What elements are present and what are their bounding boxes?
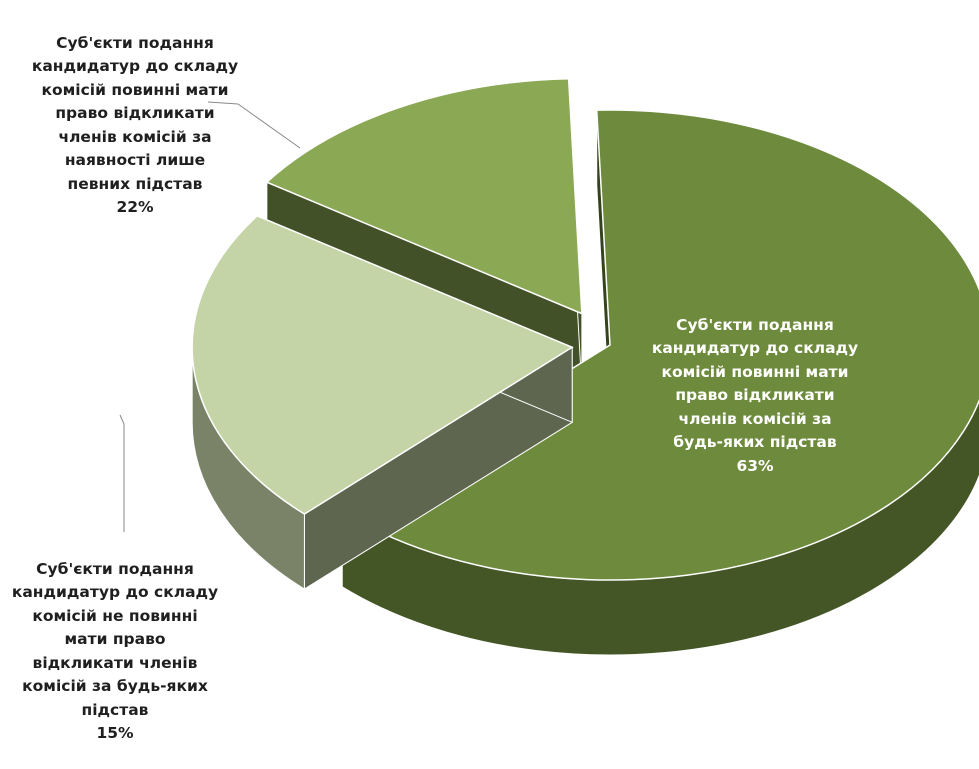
slice-top-2	[265, 78, 583, 315]
slice-percent: 15%	[96, 724, 134, 742]
slice-percent: 63%	[736, 456, 774, 475]
slice-label-text: Суб'єкти подання кандидатур до складу ко…	[651, 315, 859, 452]
slice-label-text: Суб'єкти подання кандидатур до складу ко…	[11, 559, 219, 719]
leader-lines	[119, 101, 301, 532]
slice-top-1	[191, 215, 574, 515]
slice-label-no-recall: Суб'єкти подання кандидатур до складу ко…	[5, 534, 225, 769]
leader-line-15	[119, 414, 125, 532]
slice-label-any-grounds: Суб'єкти подання кандидатур до складу ко…	[605, 290, 905, 502]
slice-label-certain-grounds: Суб'єкти подання кандидатур до складу ко…	[20, 8, 250, 243]
slice-label-text: Суб'єкти подання кандидатур до складу ко…	[31, 33, 239, 193]
pie-chart	[119, 78, 979, 656]
slice-percent: 22%	[116, 198, 154, 216]
slice-sides	[191, 78, 979, 656]
leader-line-22	[207, 101, 301, 149]
pie-slice-1	[191, 215, 574, 590]
